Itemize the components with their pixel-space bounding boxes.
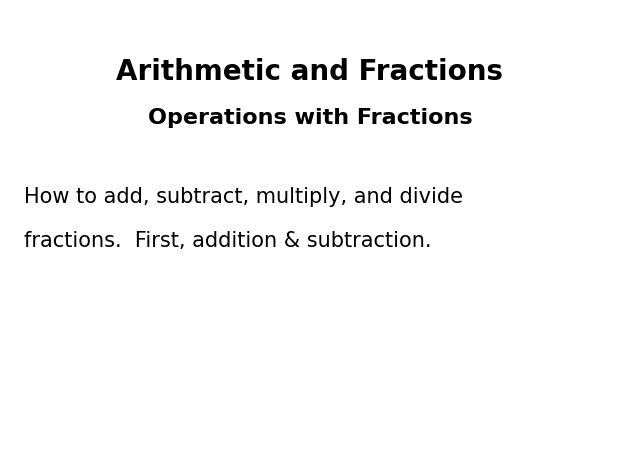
Text: Arithmetic and Fractions: Arithmetic and Fractions	[117, 58, 503, 86]
Text: Operations with Fractions: Operations with Fractions	[148, 108, 472, 128]
Text: fractions.  First, addition & subtraction.: fractions. First, addition & subtraction…	[24, 231, 431, 251]
Text: How to add, subtract, multiply, and divide: How to add, subtract, multiply, and divi…	[24, 187, 463, 207]
